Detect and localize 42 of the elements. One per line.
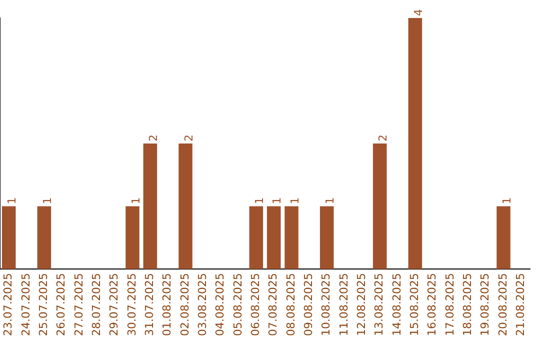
x-tick-label: 25.07.2025 — [37, 273, 50, 336]
data-label: 1 — [129, 197, 142, 204]
x-tick-label: 02.08.2025 — [178, 273, 192, 336]
x-tick-label: 13.08.2025 — [372, 273, 386, 336]
x-tick-label: 30.07.2025 — [125, 273, 138, 336]
x-tick-label: 01.08.2025 — [160, 273, 174, 336]
data-label: 1 — [270, 197, 284, 204]
data-label: 4 — [412, 9, 426, 16]
x-tick-label: 11.08.2025 — [337, 273, 350, 336]
x-tick-label: 12.08.2025 — [355, 273, 368, 336]
x-tick-label: 26.07.2025 — [54, 273, 68, 336]
data-label: 2 — [147, 134, 160, 142]
x-tick-label: 04.08.2025 — [214, 273, 227, 336]
data-label: 2 — [182, 134, 196, 142]
data-label: 1 — [41, 197, 54, 204]
x-tick-label: 15.08.2025 — [408, 273, 422, 336]
x-tick-label: 10.08.2025 — [320, 273, 333, 336]
x-tick-label: 29.07.2025 — [108, 273, 121, 336]
x-tick-label: 20.08.2025 — [496, 273, 510, 336]
x-tick-label: 06.08.2025 — [249, 273, 262, 336]
x-tick-label: 19.08.2025 — [478, 273, 492, 336]
x-tick-label: 14.08.2025 — [390, 273, 404, 336]
x-tick-label: 18.08.2025 — [461, 273, 474, 336]
data-label: 1 — [253, 197, 266, 204]
x-tick-label: 17.08.2025 — [443, 273, 456, 336]
x-tick-label: 03.08.2025 — [196, 273, 210, 336]
x-tick-label: 31.07.2025 — [143, 273, 156, 336]
x-tick-label: 09.08.2025 — [302, 273, 316, 336]
data-label: 1 — [288, 197, 302, 204]
x-tick-label: 28.07.2025 — [90, 273, 104, 336]
data-label: 2 — [376, 134, 390, 142]
x-tick-label: 16.08.2025 — [426, 273, 439, 336]
x-tick-label: 07.08.2025 — [266, 273, 280, 336]
x-tick-label: 21.08.2025 — [514, 273, 528, 336]
data-label: 1 — [6, 197, 19, 204]
x-tick-label: 05.08.2025 — [231, 273, 244, 336]
x-tick-label: 08.08.2025 — [284, 273, 298, 336]
data-label: 1 — [324, 197, 337, 204]
x-tick-label: 27.07.2025 — [72, 273, 86, 336]
data-label: 1 — [500, 197, 514, 204]
x-tick-label: 23.07.2025 — [2, 273, 15, 336]
x-tick-label: 24.07.2025 — [19, 273, 32, 336]
